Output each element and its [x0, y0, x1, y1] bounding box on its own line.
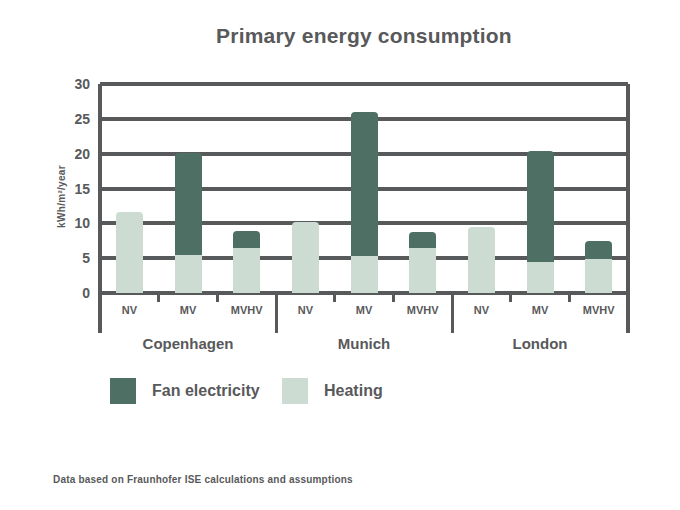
group-label: Munich	[276, 335, 452, 352]
y-tick-label: 15	[42, 181, 90, 197]
axis-tick	[392, 293, 395, 302]
bar-stack	[233, 231, 260, 293]
legend-label-heating: Heating	[324, 382, 383, 400]
legend-item-fan-electricity: Fan electricity	[110, 378, 260, 404]
x-tick-label: MV	[335, 304, 394, 316]
y-tick-label: 20	[42, 146, 90, 162]
bar-segment-heating	[527, 262, 554, 293]
legend-swatch-fan-electricity	[110, 378, 136, 404]
bar-segment-fan-electricity	[233, 231, 260, 248]
axis-tick	[509, 293, 512, 302]
legend-item-heating: Heating	[282, 378, 383, 404]
bar-segment-heating	[351, 256, 378, 293]
y-tick-label: 25	[42, 111, 90, 127]
bar-segment-fan-electricity	[351, 112, 378, 256]
bar-segment-heating	[175, 255, 202, 293]
plot-frame-right	[626, 84, 630, 333]
x-tick-label: MVHV	[217, 304, 276, 316]
bar-segment-heating	[292, 222, 319, 293]
bar-stack	[409, 232, 436, 293]
bar-segment-fan-electricity	[585, 241, 612, 258]
bar-segment-heating	[585, 259, 612, 293]
bar-segment-fan-electricity	[527, 151, 554, 262]
axis-tick	[157, 293, 160, 302]
bar-stack	[175, 153, 202, 293]
bar-stack	[527, 151, 554, 293]
bar-segment-fan-electricity	[175, 153, 202, 255]
footnote: Data based on Fraunhofer ISE calculation…	[53, 474, 353, 485]
x-tick-label: NV	[100, 304, 159, 316]
chart-title: Primary energy consumption	[100, 24, 628, 48]
legend-swatch-heating	[282, 378, 308, 404]
bar-segment-heating	[409, 248, 436, 293]
y-tick-label: 30	[42, 76, 90, 92]
axis-tick	[568, 293, 571, 302]
axis-tick	[333, 293, 336, 302]
bar-segment-fan-electricity	[409, 232, 436, 249]
y-tick-label: 10	[42, 215, 90, 231]
plot-frame-left	[98, 84, 102, 333]
bar-stack	[585, 241, 612, 293]
bar-segment-heating	[233, 248, 260, 293]
gridline	[100, 82, 628, 86]
x-tick-label: MV	[159, 304, 218, 316]
bar-stack	[468, 227, 495, 293]
x-tick-label: MVHV	[569, 304, 628, 316]
x-tick-label: NV	[452, 304, 511, 316]
x-tick-label: NV	[276, 304, 335, 316]
x-tick-label: MVHV	[393, 304, 452, 316]
group-label: London	[452, 335, 628, 352]
x-tick-label: MV	[511, 304, 570, 316]
chart-canvas: Primary energy consumption kWh/m²/year 0…	[0, 0, 680, 510]
bar-stack	[292, 222, 319, 293]
plot-area: 051015202530NVMVMVHVCopenhagenNVMVMVHVMu…	[100, 84, 628, 293]
bar-segment-heating	[468, 227, 495, 293]
group-label: Copenhagen	[100, 335, 276, 352]
legend-label-fan-electricity: Fan electricity	[152, 382, 260, 400]
bar-segment-heating	[116, 212, 143, 294]
bar-stack	[116, 212, 143, 294]
y-tick-label: 5	[42, 250, 90, 266]
bar-stack	[351, 112, 378, 293]
y-tick-label: 0	[42, 285, 90, 301]
axis-tick	[216, 293, 219, 302]
